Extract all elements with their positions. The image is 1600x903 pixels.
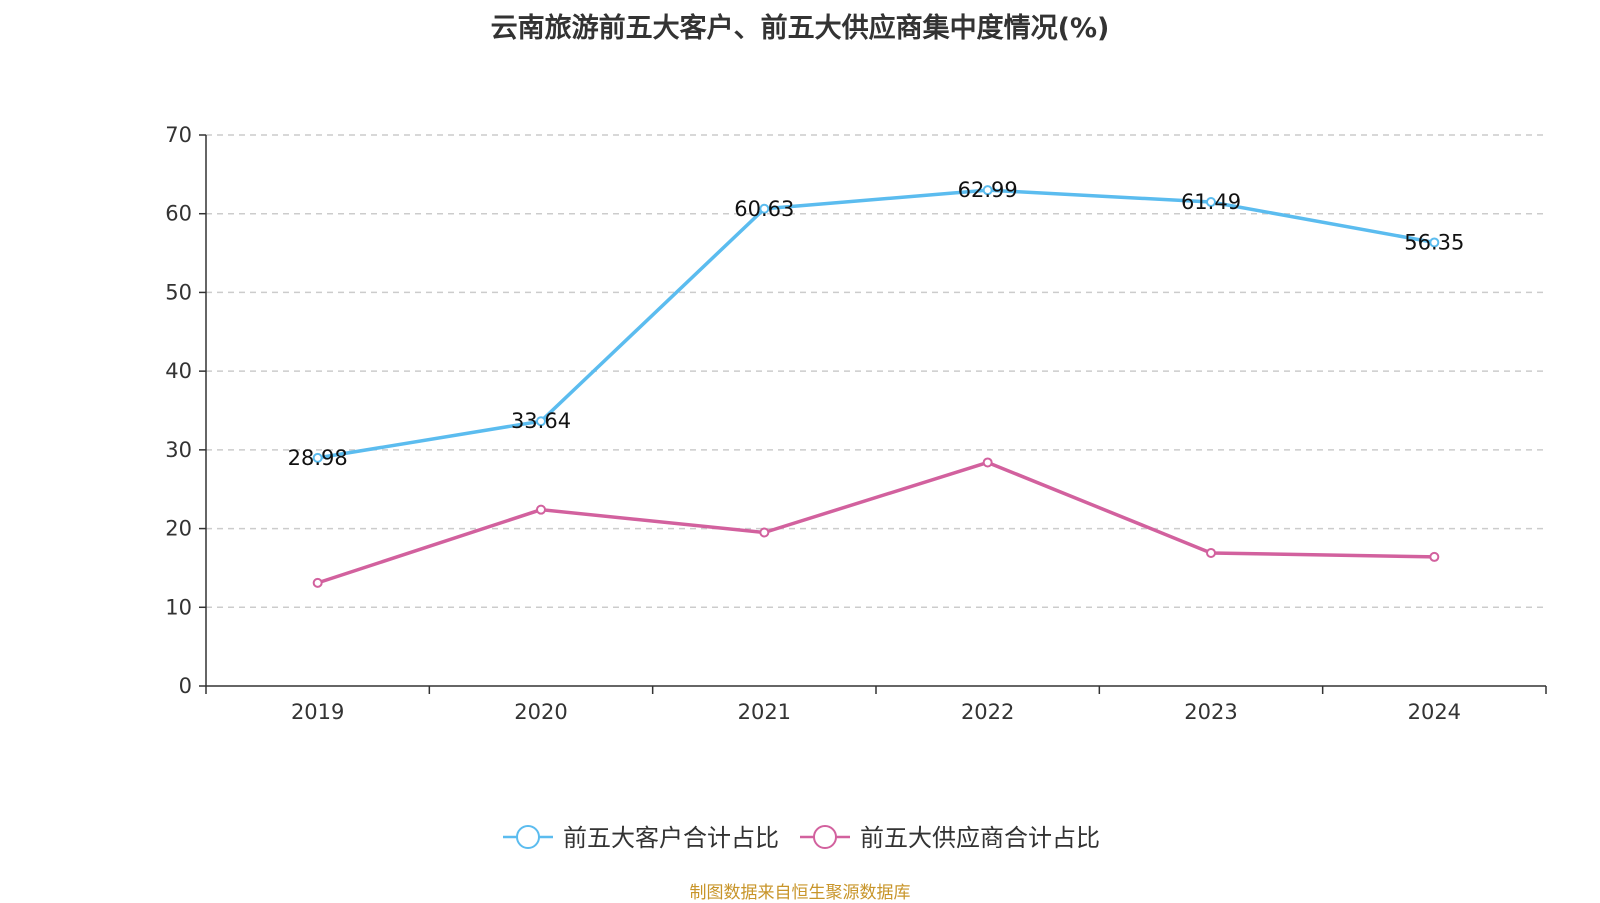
x-tick-label-2023: 2023 xyxy=(1184,700,1237,724)
y-tick-label-30: 30 xyxy=(165,438,192,462)
data-point-s0-2023 xyxy=(1206,196,1216,207)
y-tick-label-50: 50 xyxy=(165,280,192,304)
data-point-s1-2019 xyxy=(312,577,323,588)
y-tick-label-70: 70 xyxy=(165,123,192,147)
x-tick-label-2020: 2020 xyxy=(514,700,567,724)
data-point-s0-2022 xyxy=(982,185,993,196)
data-point-s1-2024 xyxy=(1429,551,1440,562)
data-label-s0-2022: 62.99 xyxy=(958,178,1018,202)
source-note: 制图数据来自恒生聚源数据库 xyxy=(689,883,911,903)
chart-title: 云南旅游前五大客户、前五大供应商集中度情况(%) xyxy=(490,13,1110,44)
legend-marker-0 xyxy=(516,825,540,849)
data-label-s0-2024: 56.35 xyxy=(1404,230,1464,254)
y-tick-label-20: 20 xyxy=(165,517,192,541)
y-tick-label-40: 40 xyxy=(165,359,192,383)
data-point-s0-2019 xyxy=(312,452,323,463)
data-point-s1-2022 xyxy=(982,457,993,468)
data-label-s0-2023: 61.49 xyxy=(1181,190,1241,214)
data-point-s0-2021 xyxy=(759,203,770,214)
legend-marker-1 xyxy=(813,825,837,849)
series-line-1 xyxy=(317,460,1435,585)
legend-label-1: 前五大供应商合计占比 xyxy=(860,824,1100,852)
data-point-s0-2024 xyxy=(1429,237,1440,248)
axes: 0 10 20 30 40 50 60 70 2019 2020 2021 2022 2023 2024 xyxy=(165,123,1547,724)
data-label-s0-2019: 28.98 xyxy=(288,446,348,470)
gridlines xyxy=(206,134,1546,609)
y-tick-label-0: 0 xyxy=(179,674,192,698)
y-tick-label-10: 10 xyxy=(165,595,192,619)
x-tick-label-2024: 2024 xyxy=(1408,700,1461,724)
x-tick-label-2021: 2021 xyxy=(738,700,791,724)
legend-label-0: 前五大客户合计占比 xyxy=(563,824,779,852)
data-labels: 28.98 33.64 60.63 62.99 61.49 56.35 xyxy=(288,178,1465,470)
x-tick-label-2022: 2022 xyxy=(961,700,1014,724)
data-label-s0-2021: 60.63 xyxy=(734,197,794,221)
data-point-s0-2020 xyxy=(536,416,546,427)
x-tick-label-2019: 2019 xyxy=(291,700,344,724)
legend: 前五大客户合计占比 前五大供应商合计占比 xyxy=(503,824,1100,852)
data-point-s1-2020 xyxy=(536,504,546,515)
y-tick-label-60: 60 xyxy=(165,202,192,226)
data-point-s1-2021 xyxy=(759,527,770,538)
data-label-s0-2020: 33.64 xyxy=(511,409,571,433)
data-point-s1-2023 xyxy=(1206,547,1216,558)
series-lines xyxy=(312,185,1440,588)
series-line-0 xyxy=(317,188,1435,460)
